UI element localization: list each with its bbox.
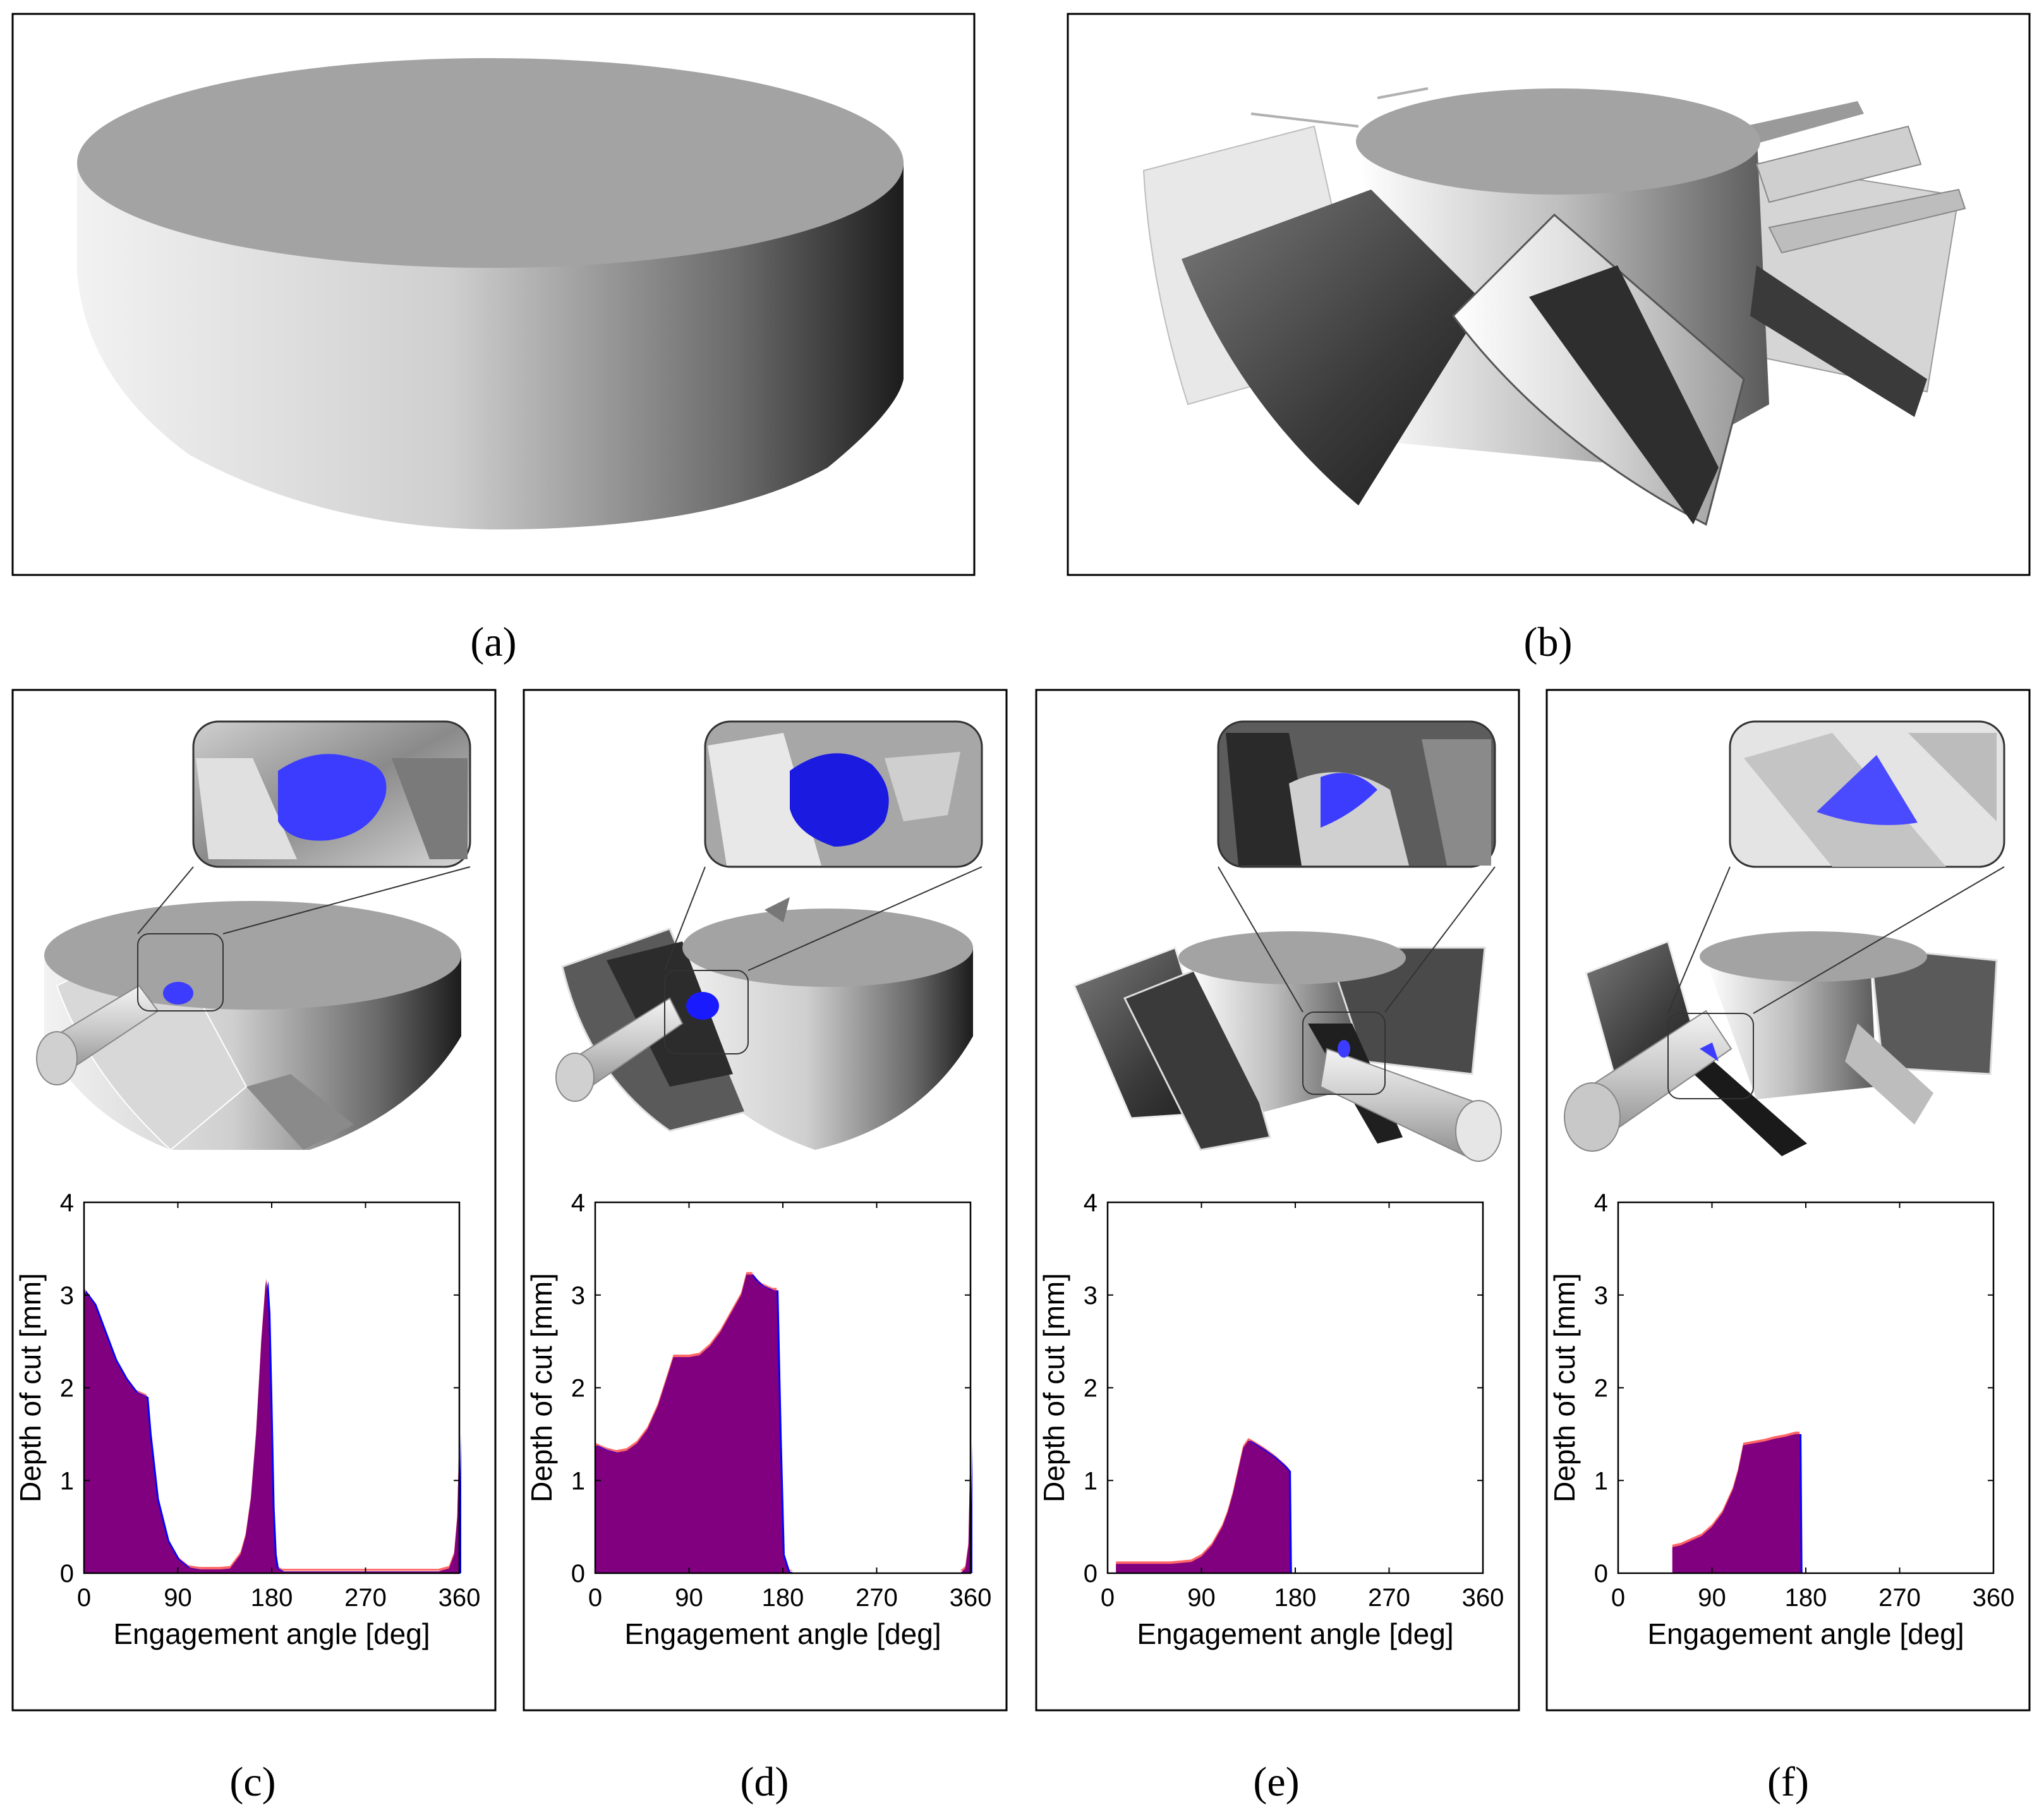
chart-f-ytick-label: 2 (1594, 1375, 1608, 1403)
chart-d-ytick-label: 4 (571, 1189, 585, 1217)
panel-e-model (1073, 931, 1502, 1162)
chart-e-xtick-label: 90 (1187, 1584, 1216, 1612)
chart-c-ytick-label: 3 (60, 1282, 74, 1310)
chart-e-ytick-label: 4 (1084, 1189, 1098, 1217)
chart-c-area (84, 1281, 459, 1573)
panel-f: 0 90 180 270 360 0 1 2 3 4 Engagement angle [deg] D… (1545, 689, 2031, 1712)
chart-c-ytick-label: 2 (60, 1375, 74, 1403)
panel-d: 0 90 180 270 360 0 1 2 3 4 Engagement angle [deg] D… (523, 689, 1008, 1712)
panel-e-zoom-inset (1217, 720, 1496, 1013)
chart-d-xlabel: Engagement angle [deg] (624, 1617, 941, 1650)
panel-f-zoom-inset (1667, 720, 2005, 1014)
chart-c-xtick-label: 360 (438, 1584, 481, 1612)
chart-d: 0 90 180 270 360 0 1 2 3 4 Engagement angle [deg] D… (525, 1189, 991, 1650)
caption-f: (f) (1767, 1759, 1809, 1805)
chart-c-xlabel: Engagement angle [deg] (113, 1617, 430, 1650)
chart-c-ytick-label: 0 (60, 1560, 74, 1588)
chart-e-xlabel: Engagement angle [deg] (1137, 1617, 1453, 1650)
chart-e-ytick-label: 3 (1084, 1282, 1098, 1310)
chart-f-ylabel: Depth of cut [mm] (1548, 1273, 1581, 1502)
chart-e-ylabel: Depth of cut [mm] (1037, 1273, 1070, 1502)
panel-b (1067, 13, 2031, 576)
chart-f-ytick-label: 0 (1594, 1560, 1608, 1588)
chart-f-xtick-label: 0 (1611, 1584, 1625, 1612)
chart-e-area (1116, 1441, 1290, 1573)
panel-c: 0 90 180 270 360 0 1 2 3 4 Engagement angle [deg] D… (11, 689, 497, 1712)
caption-b: (b) (1524, 619, 1573, 665)
chart-c-xtick-label: 0 (77, 1584, 91, 1612)
panel-c-zoom-inset (137, 720, 471, 934)
chart-e-xtick-label: 270 (1368, 1584, 1410, 1612)
chart-c-xtick-label: 270 (344, 1584, 387, 1612)
chart-c-ylabel: Depth of cut [mm] (14, 1273, 47, 1502)
chart-c-ytick-label: 4 (60, 1189, 74, 1217)
chart-c: 0 90 180 270 360 0 1 2 3 4 Engagement angle [deg] D… (14, 1189, 480, 1650)
caption-c: (c) (229, 1759, 275, 1805)
chart-d-ytick-label: 0 (571, 1560, 585, 1588)
impeller-model (1142, 87, 1966, 526)
chart-c-xtick-label: 180 (251, 1584, 293, 1612)
panel-f-model (1564, 931, 1998, 1156)
chart-e-xtick-label: 360 (1462, 1584, 1504, 1612)
chart-f-xlabel: Engagement angle [deg] (1647, 1617, 1964, 1650)
panel-d-zoom-inset (664, 720, 983, 971)
chart-e: 0 90 180 270 360 0 1 2 3 4 Engagement angle [deg] D… (1037, 1189, 1504, 1650)
chart-c-ytick-label: 1 (60, 1467, 74, 1495)
chart-f-xtick-label: 270 (1878, 1584, 1921, 1612)
chart-d-ytick-label: 3 (571, 1282, 585, 1310)
chart-d-ytick-label: 2 (571, 1375, 585, 1403)
chart-f-xtick-label: 180 (1785, 1584, 1827, 1612)
chart-f-xtick-label: 90 (1698, 1584, 1726, 1612)
caption-d: (d) (741, 1759, 789, 1805)
panel-c-model (36, 901, 461, 1151)
chart-f: 0 90 180 270 360 0 1 2 3 4 Engagement angle [deg] D… (1548, 1189, 2014, 1650)
chart-d-xtick-label: 90 (675, 1584, 703, 1612)
chart-f-xtick-label: 360 (1973, 1584, 2015, 1612)
panel-e: 0 90 180 270 360 0 1 2 3 4 Engagement angle [deg] D… (1035, 689, 1520, 1712)
caption-a: (a) (470, 619, 516, 665)
chart-e-ytick-label: 2 (1084, 1375, 1098, 1403)
panel-a (11, 13, 976, 576)
chart-d-xtick-label: 180 (762, 1584, 804, 1612)
chart-e-ytick-label: 1 (1084, 1467, 1098, 1495)
chart-f-area (1672, 1434, 1801, 1573)
chart-d-area (595, 1274, 971, 1573)
chart-f-ytick-label: 4 (1594, 1189, 1608, 1217)
chart-c-xtick-label: 90 (164, 1584, 192, 1612)
chart-f-ytick-label: 3 (1594, 1282, 1608, 1310)
chart-d-xtick-label: 0 (588, 1584, 602, 1612)
chart-f-ytick-label: 1 (1594, 1467, 1608, 1495)
chart-e-xtick-label: 180 (1274, 1584, 1317, 1612)
chart-d-ytick-label: 1 (571, 1467, 585, 1495)
chart-e-xtick-label: 0 (1101, 1584, 1115, 1612)
workpiece-blank-cylinder (77, 58, 904, 530)
chart-d-xtick-label: 360 (950, 1584, 992, 1612)
chart-d-xtick-label: 270 (856, 1584, 898, 1612)
panel-d-model (555, 897, 973, 1150)
caption-e: (e) (1253, 1759, 1299, 1805)
chart-e-ytick-label: 0 (1084, 1560, 1098, 1588)
chart-d-ylabel: Depth of cut [mm] (525, 1273, 558, 1502)
